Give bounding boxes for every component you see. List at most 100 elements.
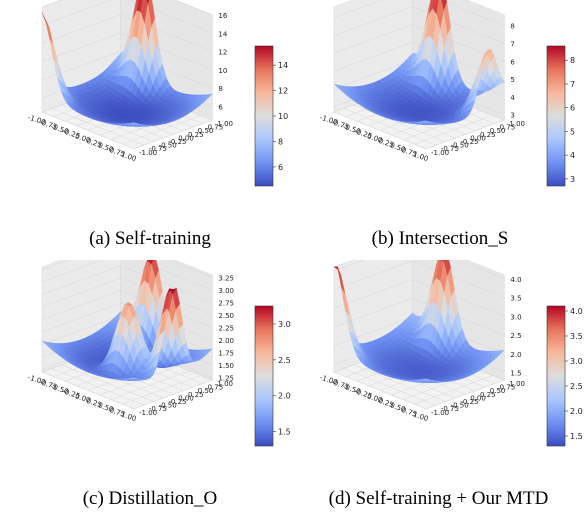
- surface-axes: -1.00-0.75-0.50-0.250.000.250.500.751.00…: [319, 260, 525, 423]
- wall-gridline: [333, 42, 505, 80]
- wall-gridline: [333, 260, 505, 298]
- surface-axes: -1.00-0.75-0.50-0.250.000.250.500.751.00…: [27, 0, 233, 163]
- colorbar-tick-label: 3.0: [570, 357, 583, 366]
- z-tick-label: 1.25: [218, 375, 234, 383]
- z-tick-label: 6: [510, 58, 515, 66]
- floor-gridline: [133, 119, 213, 150]
- y-tick-label: -0.50: [451, 402, 469, 410]
- z-tick-label: 3.5: [510, 295, 521, 303]
- z-tick-label: 16: [218, 12, 227, 20]
- colorbar-tick-label: 3: [570, 175, 575, 184]
- y-tick-label: 0.50: [198, 127, 214, 135]
- y-tick-label: -0.75: [149, 145, 167, 153]
- y-tick-label: -0.50: [159, 142, 177, 150]
- caption-b: (b) Intersection_S: [371, 228, 509, 249]
- z-tick-label: 1.5: [510, 370, 521, 378]
- floor-gridline: [425, 119, 505, 150]
- floor-gridline: [414, 375, 493, 405]
- z-tick-label: 4: [510, 94, 515, 102]
- surface-mesh: [333, 0, 505, 125]
- z-tick-label: 3.00: [218, 287, 234, 295]
- colorbar-tick-label: 2.0: [570, 407, 583, 416]
- wall-gridline: [333, 260, 505, 279]
- z-tick-label: 7: [510, 40, 514, 48]
- wall-gridline: [41, 277, 213, 316]
- y-tick-label: 0.50: [198, 387, 214, 395]
- z-tick-label: 8: [510, 23, 514, 31]
- y-tick-label: -0.25: [460, 398, 478, 406]
- x-tick-label: 1.00: [120, 151, 137, 163]
- surface-facet: [422, 378, 430, 381]
- surface-plot-a: -1.00-0.75-0.50-0.250.000.250.500.751.00…: [27, 0, 288, 187]
- z-tick-label: 2.25: [218, 325, 234, 333]
- surface-facet: [130, 122, 138, 125]
- y-tick-label: -1.00: [139, 149, 157, 157]
- chart-panel-a: -1.00 -0.75 -0.50 -0.25 0.00 0.25 0.50 0.75 1.00…: [0, 0, 292, 225]
- colorbar-tick-label: 2.0: [278, 392, 291, 401]
- colorbar-tick-label: 4: [570, 151, 575, 160]
- colorbar: [254, 45, 274, 187]
- y-tick-label: 0.50: [490, 387, 506, 395]
- y-tick-label: -0.50: [159, 402, 177, 410]
- colorbar-tick-label: 12: [278, 87, 288, 96]
- floor-gridline: [425, 379, 505, 410]
- y-tick-label: 0.00: [178, 134, 194, 142]
- y-tick-label: 0.25: [188, 391, 204, 399]
- surface-plot-c: -1.00-0.75-0.50-0.250.000.250.500.751.00…: [27, 260, 291, 447]
- colorbar-tick-label: 7: [570, 80, 575, 89]
- chart-panel-c: -1.00 -0.75 -0.50 -0.25 0.00 0.25 0.50 0.75 1.00…: [0, 260, 292, 485]
- z-tick-label: 2.00: [218, 337, 234, 345]
- colorbar-tick-label: 1.5: [278, 428, 291, 437]
- z-tick-label: 2.5: [510, 332, 521, 340]
- y-tick-label: 1.00: [217, 380, 233, 388]
- y-tick-label: 1.00: [217, 120, 233, 128]
- y-tick-label: -1.00: [431, 149, 449, 157]
- y-tick-label: 1.00: [509, 120, 525, 128]
- colorbar-tick-label: 2.5: [278, 356, 291, 365]
- y-tick-label: 0.25: [480, 391, 496, 399]
- colorbar-tick-label: 6: [278, 163, 283, 172]
- y-tick-label: 0.00: [470, 394, 486, 402]
- z-tick-label: 12: [218, 49, 227, 57]
- floor-gridline: [122, 375, 201, 405]
- colorbar-tick-label: 8: [278, 137, 283, 146]
- z-tick-label: 8: [218, 85, 222, 93]
- surface-plot-b: -1.00-0.75-0.50-0.250.000.250.500.751.00…: [319, 0, 575, 187]
- y-tick-label: 0.75: [208, 124, 224, 132]
- colorbar: [546, 45, 566, 187]
- x-tick-label: 1.00: [120, 411, 137, 423]
- y-tick-label: -0.25: [168, 138, 186, 146]
- chart-panel-d: -1.00 -0.75 -0.50 -0.25 0.00 0.25 0.50 0.75 1.00…: [292, 260, 585, 485]
- floor-gridline: [110, 370, 190, 400]
- z-tick-label: 4.0: [510, 276, 521, 284]
- surface-axes: -1.00-0.75-0.50-0.250.000.250.500.751.00…: [27, 260, 234, 423]
- z-tick-label: 1.50: [218, 362, 234, 370]
- surface-mesh: [41, 260, 213, 381]
- wall-gridline: [333, 297, 505, 336]
- floor-gridline: [414, 115, 493, 145]
- x-tick-label: 1.00: [412, 411, 429, 423]
- colorbar-tick-label: 5: [570, 127, 575, 136]
- wall-gridline: [333, 6, 505, 44]
- colorbar-tick-label: 2.5: [570, 382, 583, 391]
- y-tick-label: -0.50: [451, 142, 469, 150]
- y-tick-label: -0.25: [168, 398, 186, 406]
- wall-gridline: [41, 290, 213, 328]
- y-tick-label: 0.00: [470, 134, 486, 142]
- z-tick-label: 2.0: [510, 351, 521, 359]
- y-tick-label: 0.25: [188, 131, 204, 139]
- y-tick-label: -0.25: [460, 138, 478, 146]
- z-tick-label: 2.50: [218, 312, 234, 320]
- colorbar-tick-label: 10: [278, 112, 288, 121]
- z-tick-label: 1.75: [218, 350, 234, 358]
- colorbar-tick-label: 1.5: [570, 432, 583, 441]
- wall-gridline: [41, 32, 213, 71]
- wall-gridline: [41, 265, 213, 303]
- y-tick-label: -1.00: [139, 409, 157, 417]
- wall-gridline: [333, 0, 505, 26]
- wall-gridline: [41, 50, 213, 89]
- surface-facet: [130, 377, 138, 380]
- z-tick-label: 6: [218, 103, 223, 111]
- surface-axes: -1.00-0.75-0.50-0.250.000.250.500.751.00…: [319, 0, 525, 163]
- floor-gridline: [133, 379, 213, 410]
